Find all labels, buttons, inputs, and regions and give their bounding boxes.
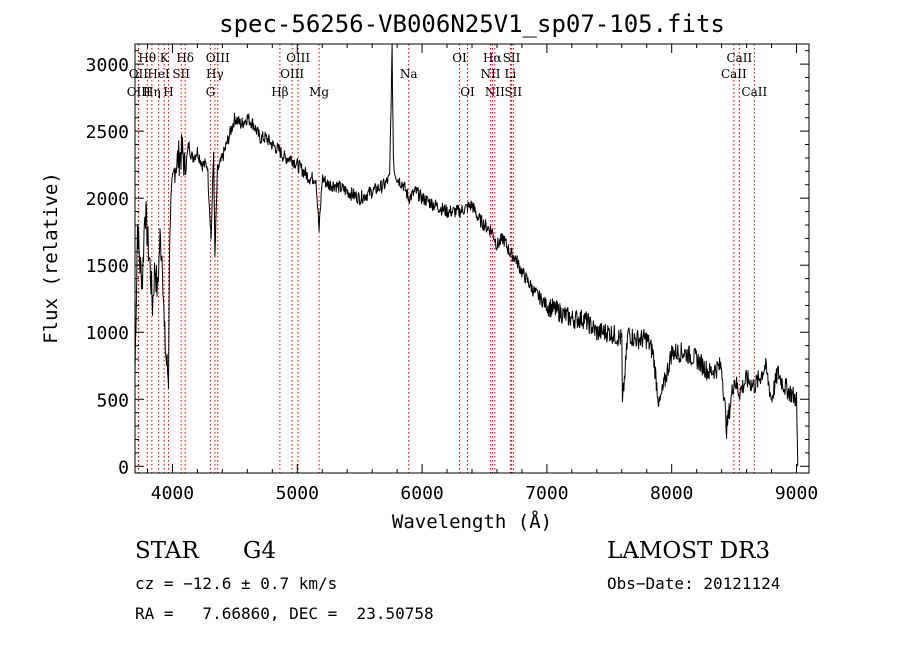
line-label-8: Hδ <box>176 51 194 65</box>
x-tick-label-0: 4000 <box>151 483 194 504</box>
spectrum-chart: spec-56256-VB006N25V1_sp07-105.fits Hθ OI… <box>40 10 818 533</box>
line-label-5: K <box>160 51 170 65</box>
line-label-23: Li <box>505 67 517 81</box>
x-axis-label: Wavelength (Å) <box>392 510 552 533</box>
object-class: STAR <box>135 538 199 564</box>
line-label-21: NII <box>485 85 505 99</box>
line-label-9: OIII <box>206 51 230 65</box>
x-tick-label-2: 6000 <box>400 483 443 504</box>
line-label-10: Hγ <box>206 67 224 81</box>
line-label-22: SII <box>503 51 521 65</box>
spectrum-line <box>134 43 799 467</box>
plot-frame <box>134 43 810 474</box>
chart-title: spec-56256-VB006N25V1_sp07-105.fits <box>219 10 725 38</box>
line-label-26: CaII <box>726 51 752 65</box>
emission-line-markers <box>137 44 755 473</box>
line-label-13: OIII <box>280 67 304 81</box>
x-tick-label-4: 8000 <box>650 483 693 504</box>
line-label-14: OIII <box>286 51 310 65</box>
survey-release: LAMOST DR3 <box>607 538 771 564</box>
y-tick-label-6: 3000 <box>86 55 129 76</box>
redshift-cz: cz = −12.6 ± 0.7 km/s <box>135 574 338 593</box>
x-tick-label-1: 5000 <box>276 483 319 504</box>
y-tick-label-2: 1000 <box>86 323 129 344</box>
y-tick-label-3: 1500 <box>86 256 129 277</box>
x-axis-ticks: 4000 5000 6000 7000 8000 9000 <box>146 44 818 504</box>
observation-date: Obs−Date: 20121124 <box>607 574 781 593</box>
line-label-17: OI <box>452 51 467 65</box>
y-tick-label-0: 0 <box>118 457 129 478</box>
y-axis-label: Flux (relative) <box>40 172 62 344</box>
line-label-25: CaII <box>721 67 747 81</box>
line-label-3: Hη <box>143 85 161 99</box>
x-tick-label-5: 9000 <box>775 483 818 504</box>
y-tick-label-4: 2000 <box>86 189 129 210</box>
line-label-19: NII <box>480 67 500 81</box>
line-label-20: Hα <box>483 51 502 65</box>
x-tick-label-3: 7000 <box>525 483 568 504</box>
y-tick-label-1: 500 <box>96 390 129 411</box>
line-label-16: Na <box>400 67 418 81</box>
line-label-2: OIII <box>127 85 151 99</box>
y-tick-label-5: 2500 <box>86 122 129 143</box>
line-label-18: OI <box>460 85 475 99</box>
line-label-12: Hβ <box>271 85 288 99</box>
object-subclass: G4 <box>243 538 277 564</box>
line-label-4: HeI <box>147 67 170 81</box>
line-label-11: G <box>206 85 216 99</box>
line-label-1: OII <box>129 67 149 81</box>
line-label-0: Hθ <box>138 51 156 65</box>
y-axis-ticks: 0 500 1000 1500 2000 2500 3000 <box>86 50 809 478</box>
line-label-27: CaII <box>741 85 767 99</box>
line-label-6: SII <box>172 67 190 81</box>
line-label-7: H <box>163 85 173 99</box>
line-label-24: SII <box>504 85 522 99</box>
ra-dec-coordinates: RA = 7.66860, DEC = 23.50758 <box>135 604 434 623</box>
line-label-15: Mg <box>309 85 329 99</box>
